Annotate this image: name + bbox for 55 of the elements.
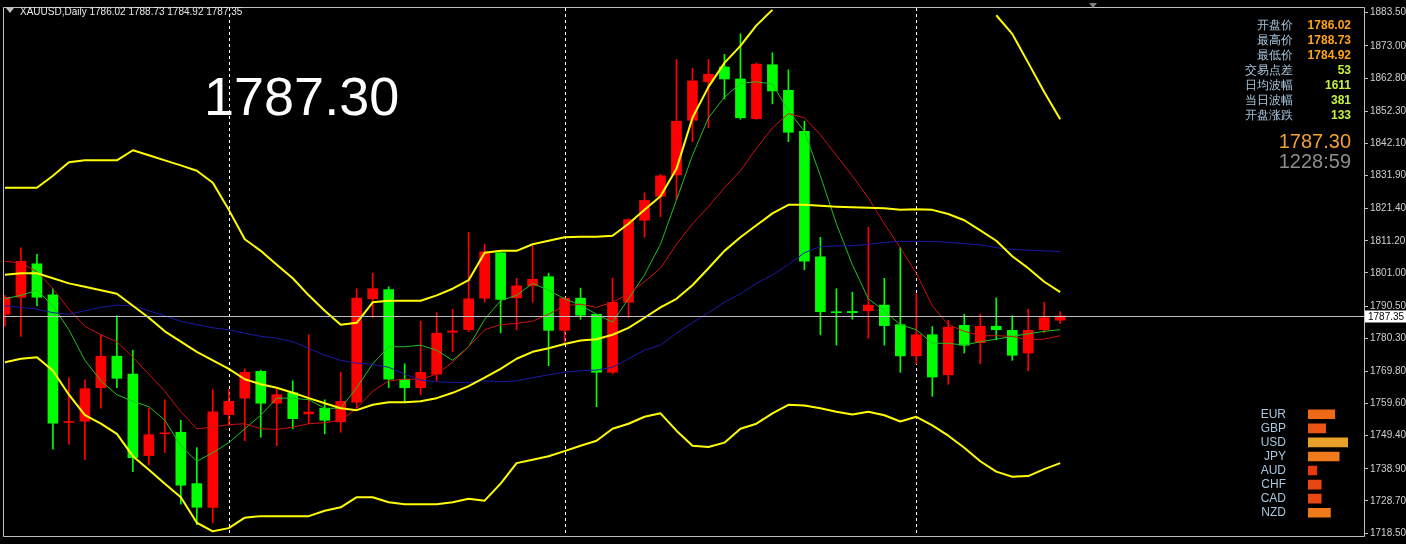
y-tick-label: 1769.80 [1370,365,1406,377]
text: 开盘价 [1257,18,1293,32]
text: 381 [1330,93,1351,107]
y-tick-label: JPY [1263,448,1286,463]
bar [1308,465,1318,476]
bar [1308,479,1322,490]
text: 1228:59 [1278,150,1351,172]
text: 53 [1337,63,1351,77]
y-tick-label: 1780.30 [1370,331,1406,343]
bar [1308,451,1340,462]
annotation: 1787.30 [204,66,400,126]
text: 1788.73 [1307,33,1351,47]
bar [1308,409,1336,420]
y-tick-label: 1821.40 [1370,202,1406,214]
y-tick-label: EUR [1260,406,1287,421]
y-tick-label: 1852.30 [1370,104,1406,116]
y-tick-label: GBP [1260,420,1286,435]
y-tick-label: USD [1260,434,1287,449]
text: 当日波幅 [1245,93,1293,107]
y-tick-label: AUD [1260,462,1287,477]
candlestick [63,377,75,445]
bar [1308,493,1322,504]
y-tick-label: 1873.00 [1370,39,1406,51]
text: 日均波幅 [1245,78,1293,92]
y-tick-label: 1790.50 [1370,299,1406,311]
bar [1308,437,1348,448]
y-tick-label: CHF [1261,476,1286,491]
text: 1611 [1324,78,1351,92]
y-tick-label: 1759.60 [1370,397,1406,409]
y-tick-label: 1801.00 [1370,266,1406,278]
bar [1308,423,1326,434]
y-tick-label: 1883.50 [1370,6,1406,18]
text: 开盘涨跌 [1245,108,1293,122]
y-tick-label: 1728.70 [1370,494,1406,506]
y-tick-label: 1842.10 [1370,137,1406,149]
y-tick-label: NZD [1261,505,1287,520]
bar [1308,507,1331,518]
y-tick-label: 1862.80 [1370,71,1406,83]
candlestick [159,399,171,454]
candlestick [990,297,1002,341]
text: 最低价 [1257,48,1293,62]
y-tick-label: 1738.90 [1370,462,1406,474]
text: 1787.30 [1278,130,1351,152]
ref-line-label: 1787.35 [1368,310,1405,322]
y-tick-label: 1831.90 [1370,169,1406,181]
y-tick-label: 1718.50 [1370,526,1406,538]
text: 1784.92 [1307,48,1351,62]
chart-title: XAUUSD,Daily 1786.02 1788.73 1784.92 1787.35 [20,6,243,17]
y-tick-label: 1749.40 [1370,429,1406,441]
text: 133 [1330,108,1351,122]
y-tick-label: CAD [1260,491,1287,505]
text: 交易点差 [1245,63,1293,77]
text: 1786.02 [1307,18,1351,32]
text: 最高价 [1257,33,1293,47]
y-tick-label: 1811.20 [1370,234,1406,246]
